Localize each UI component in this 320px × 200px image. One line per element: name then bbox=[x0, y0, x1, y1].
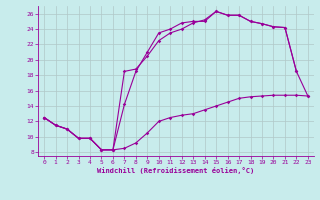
X-axis label: Windchill (Refroidissement éolien,°C): Windchill (Refroidissement éolien,°C) bbox=[97, 167, 255, 174]
